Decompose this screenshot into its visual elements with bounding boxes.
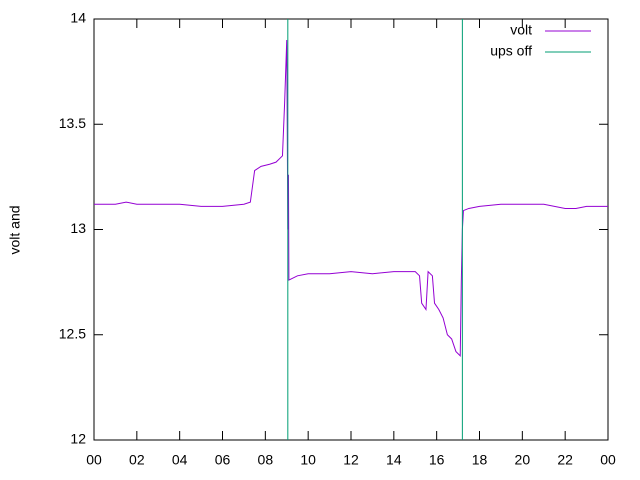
plot-border bbox=[93, 18, 609, 441]
y-axis-label: volt and bbox=[7, 205, 23, 254]
x-tick-label: 22 bbox=[557, 452, 573, 468]
y-tick-label: 12.5 bbox=[59, 325, 86, 341]
x-tick-label: 08 bbox=[258, 452, 274, 468]
series-line bbox=[94, 40, 608, 357]
x-tick-label: 18 bbox=[472, 452, 488, 468]
legend-label: volt bbox=[510, 22, 532, 38]
x-tick-label: 16 bbox=[429, 452, 445, 468]
y-tick-label: 13 bbox=[70, 220, 86, 236]
x-tick-label: 06 bbox=[215, 452, 231, 468]
y-tick-label: 12 bbox=[70, 431, 86, 447]
x-tick-label: 02 bbox=[129, 452, 145, 468]
x-tick-label: 14 bbox=[386, 452, 402, 468]
y-tick-label: 14 bbox=[70, 10, 86, 26]
x-tick-label: 20 bbox=[515, 452, 531, 468]
x-tick-label: 00 bbox=[600, 452, 616, 468]
legend-label: ups off bbox=[490, 43, 532, 59]
x-tick-label: 00 bbox=[86, 452, 102, 468]
x-tick-label: 12 bbox=[343, 452, 359, 468]
y-tick-label: 13.5 bbox=[59, 115, 86, 131]
series-line bbox=[287, 19, 463, 440]
x-tick-label: 10 bbox=[300, 452, 316, 468]
x-tick-label: 04 bbox=[172, 452, 188, 468]
